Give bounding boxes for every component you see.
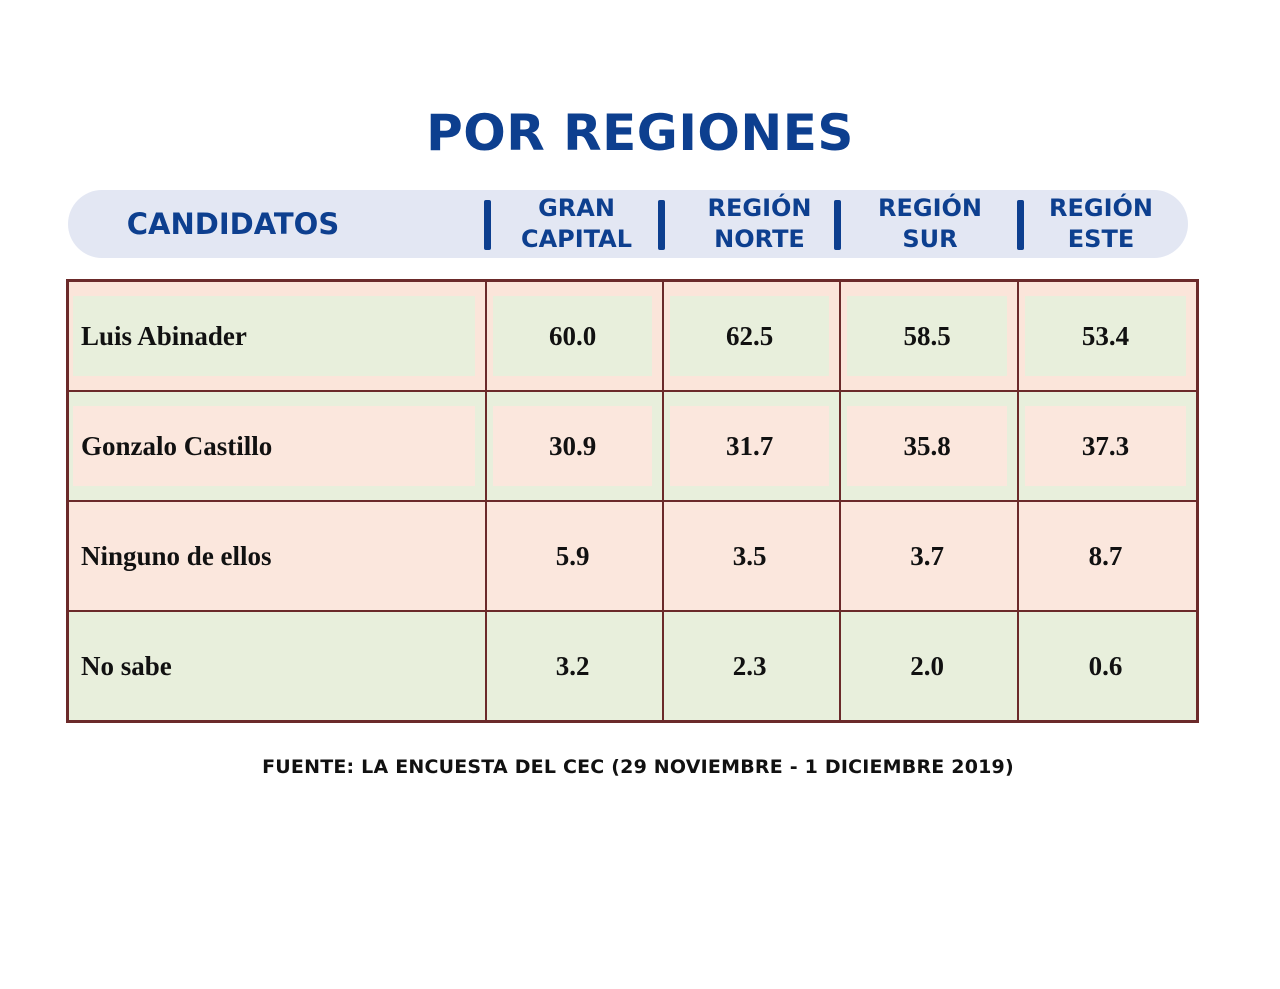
value-region-este: 0.6 xyxy=(1024,626,1186,706)
candidate-cell: No sabe xyxy=(66,610,488,723)
value-cell: 8.7 xyxy=(1016,500,1199,612)
candidate-cell: Ninguno de ellos xyxy=(66,500,488,612)
header-candidates: CANDIDATOS xyxy=(126,207,340,241)
value-region-este: 37.3 xyxy=(1024,406,1186,486)
header-line: ESTE xyxy=(1067,225,1135,253)
candidate-name: Luis Abinader xyxy=(73,296,476,376)
value-gran-capital: 3.2 xyxy=(493,626,652,706)
source-footnote: FUENTE: LA ENCUESTA DEL CEC (29 NOVIEMBR… xyxy=(262,756,1014,778)
value-cell: 3.2 xyxy=(485,610,664,723)
value-cell: 3.7 xyxy=(839,500,1019,612)
header-gran-capital: GRAN CAPITAL xyxy=(493,190,660,258)
page-title: POR REGIONES xyxy=(426,104,854,162)
table-row: Luis Abinader 60.0 62.5 58.5 53.4 xyxy=(66,279,1199,392)
header-line: REGIÓN xyxy=(878,194,982,222)
header-line: REGIÓN xyxy=(1049,194,1153,222)
value-gran-capital: 60.0 xyxy=(493,296,652,376)
value-cell: 0.6 xyxy=(1016,610,1199,723)
value-cell: 31.7 xyxy=(661,390,842,502)
header-separator xyxy=(1017,200,1024,250)
table-row: Ninguno de ellos 5.9 3.5 3.7 8.7 xyxy=(66,500,1199,612)
value-cell: 60.0 xyxy=(485,279,664,392)
value-region-sur: 2.0 xyxy=(847,626,1007,706)
header-line: GRAN xyxy=(538,194,615,222)
header-region-este: REGIÓN ESTE xyxy=(1026,190,1176,258)
value-region-sur: 58.5 xyxy=(847,296,1007,376)
value-cell: 58.5 xyxy=(839,279,1019,392)
value-region-norte: 3.5 xyxy=(669,516,830,596)
value-region-este: 53.4 xyxy=(1024,296,1186,376)
value-region-norte: 31.7 xyxy=(669,406,830,486)
results-table: Luis Abinader 60.0 62.5 58.5 53.4 Gonzal… xyxy=(66,279,1199,723)
candidate-name: No sabe xyxy=(73,626,476,706)
value-cell: 35.8 xyxy=(839,390,1019,502)
value-region-norte: 62.5 xyxy=(669,296,830,376)
candidate-cell: Gonzalo Castillo xyxy=(66,390,488,502)
header-separator xyxy=(484,200,491,250)
header-region-sur: REGIÓN SUR xyxy=(844,190,1016,258)
value-cell: 30.9 xyxy=(485,390,664,502)
table-row: No sabe 3.2 2.3 2.0 0.6 xyxy=(66,610,1199,723)
header-line: NORTE xyxy=(714,225,805,253)
value-gran-capital: 30.9 xyxy=(493,406,652,486)
value-region-sur: 35.8 xyxy=(847,406,1007,486)
value-region-norte: 2.3 xyxy=(669,626,830,706)
value-cell: 37.3 xyxy=(1016,390,1199,502)
header-line: CAPITAL xyxy=(520,225,633,253)
candidate-name: Gonzalo Castillo xyxy=(73,406,476,486)
value-region-este: 8.7 xyxy=(1024,516,1186,596)
value-cell: 62.5 xyxy=(661,279,842,392)
table-header-bar: CANDIDATOS GRAN CAPITAL REGIÓN NORTE REG… xyxy=(68,190,1188,258)
value-cell: 2.0 xyxy=(839,610,1019,723)
value-cell: 5.9 xyxy=(485,500,664,612)
value-gran-capital: 5.9 xyxy=(493,516,652,596)
candidate-cell: Luis Abinader xyxy=(66,279,488,392)
value-cell: 53.4 xyxy=(1016,279,1199,392)
value-cell: 3.5 xyxy=(661,500,842,612)
header-line: SUR xyxy=(902,225,958,253)
header-line: REGIÓN xyxy=(707,194,812,222)
candidate-name: Ninguno de ellos xyxy=(73,516,476,596)
value-region-sur: 3.7 xyxy=(847,516,1007,596)
value-cell: 2.3 xyxy=(661,610,842,723)
header-region-norte: REGIÓN NORTE xyxy=(668,190,851,258)
header-separator xyxy=(658,200,665,250)
header-separator xyxy=(834,200,841,250)
table-row: Gonzalo Castillo 30.9 31.7 35.8 37.3 xyxy=(66,390,1199,502)
